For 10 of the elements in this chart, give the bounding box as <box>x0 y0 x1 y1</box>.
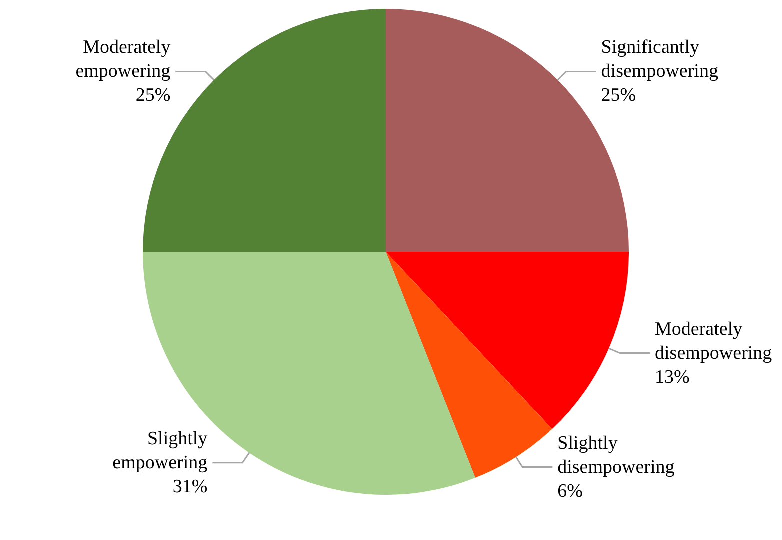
data-label: 31% <box>172 476 208 498</box>
slice-label: Moderately disempowering <box>655 318 773 364</box>
data-label: 25% <box>136 85 171 106</box>
data-label: 25% <box>601 85 636 106</box>
data-label: 6% <box>558 480 584 502</box>
slice-label: Slightly disempowering <box>558 432 676 478</box>
slice-label: Moderately empowering <box>76 37 172 82</box>
data-label: 13% <box>655 366 690 388</box>
slice-label: Slightly empowering <box>112 428 208 474</box>
slice-label: Significantly disempowering <box>601 37 719 82</box>
